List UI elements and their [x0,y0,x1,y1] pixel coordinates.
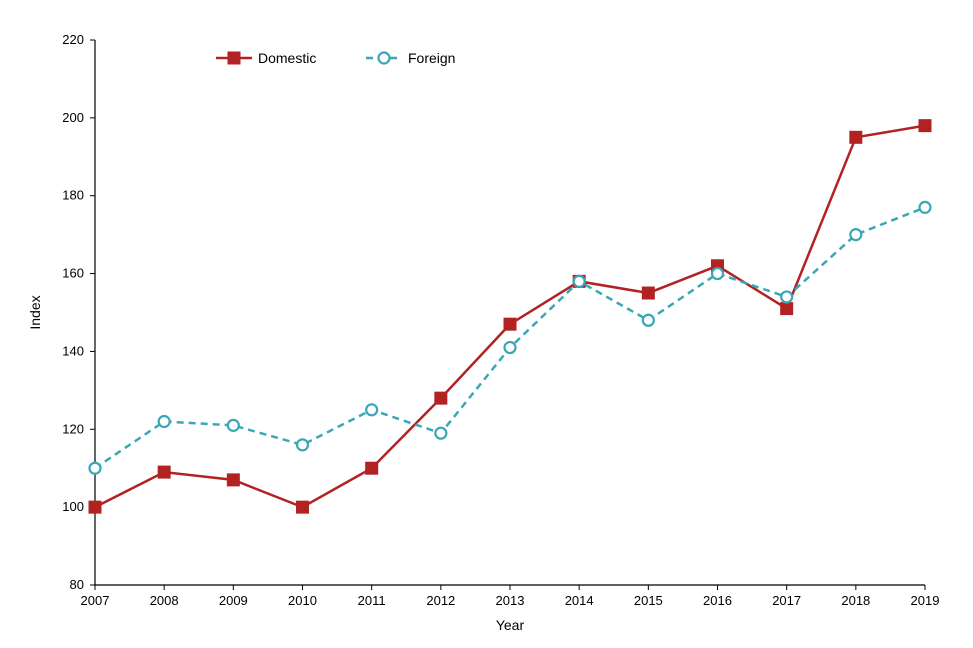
series-marker [919,120,931,132]
x-tick-label: 2015 [634,593,663,608]
x-tick-label: 2017 [772,593,801,608]
series-marker [297,439,308,450]
series-marker [712,268,723,279]
series-marker [920,202,931,213]
x-tick-label: 2013 [496,593,525,608]
series-marker [435,392,447,404]
series-marker [158,466,170,478]
series-marker [90,463,101,474]
line-chart: 2007 2008 2009 2010 2011 2012 2013 2014 2015 2016… [0,0,973,648]
x-tick-label: 2009 [219,593,248,608]
legend-label: Domestic [258,50,316,66]
series-marker [781,291,792,302]
series-marker [642,287,654,299]
x-tick-label: 2018 [841,593,870,608]
x-tick-label: 2010 [288,593,317,608]
x-tick-label: 2008 [150,593,179,608]
y-tick-label: 180 [62,188,84,203]
y-tick-label: 140 [62,343,84,358]
series-marker [505,342,516,353]
series-line [95,126,925,508]
series-marker [850,229,861,240]
y-tick-label: 80 [70,577,84,592]
x-tick-label: 2007 [81,593,110,608]
series-marker [89,501,101,513]
y-tick-label: 160 [62,266,84,281]
legend-label: Foreign [408,50,455,66]
series-marker [850,131,862,143]
series-marker [366,462,378,474]
y-tick-label: 220 [62,32,84,47]
series-marker [643,315,654,326]
y-tick-label: 120 [62,421,84,436]
y-axis-label: Index [27,295,43,329]
series-line [95,207,925,468]
series-marker [366,404,377,415]
series-marker [504,318,516,330]
x-tick-label: 2014 [565,593,594,608]
x-tick-label: 2019 [911,593,940,608]
series-marker [227,474,239,486]
legend-marker [228,52,240,64]
legend: Domestic Foreign [216,50,455,66]
series-marker [228,420,239,431]
series-marker [159,416,170,427]
x-tick-label: 2011 [358,593,386,608]
y-tick-label: 200 [62,110,84,125]
series-foreign [90,202,931,474]
series-marker [781,303,793,315]
series-marker [574,276,585,287]
series-marker [297,501,309,513]
x-tick-label: 2016 [703,593,732,608]
series-domestic [89,120,931,513]
x-tick-label: 2012 [426,593,455,608]
series-marker [435,428,446,439]
legend-marker [379,53,390,64]
x-axis-label: Year [496,617,525,633]
y-tick-label: 100 [62,499,84,514]
